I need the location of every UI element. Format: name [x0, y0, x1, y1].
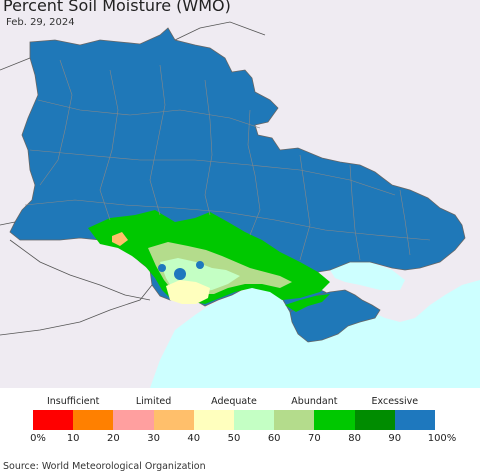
legend-swatch	[193, 410, 235, 430]
legend-tick-label: 70	[308, 433, 321, 444]
legend-swatch	[234, 410, 275, 430]
legend-ticks: 0% 10 20 30 40 50 60 70 80 90 100%	[0, 433, 480, 445]
sea-of-azov	[330, 262, 405, 290]
wet-spot-2	[158, 264, 166, 272]
source-credit: Source: World Meteorological Organizatio…	[3, 461, 206, 472]
oblast-borders	[24, 59, 431, 261]
dry-zone	[166, 280, 210, 304]
legend-swatch	[113, 410, 154, 430]
legend-color-bar	[33, 410, 436, 430]
legend-swatch	[274, 410, 315, 430]
orange-patch	[112, 232, 128, 246]
legend-tick-label: 60	[267, 433, 281, 444]
legend-tick-label: 100%	[427, 433, 457, 444]
legend-swatch	[33, 410, 74, 430]
legend-category-label: Adequate	[211, 396, 257, 407]
legend-swatch	[73, 410, 114, 430]
legend-tick-label: 0%	[30, 433, 46, 444]
legend-tick-label: 90	[388, 433, 402, 444]
legend-categories: Insufficient Limited Adequate Abundant Exces…	[0, 396, 480, 408]
legend-tick-label: 30	[147, 433, 160, 444]
legend-swatch	[153, 410, 194, 430]
legend-category-label: Insufficient	[46, 396, 100, 407]
legend-tick-label: 40	[187, 433, 201, 444]
crimea-north-green	[285, 294, 330, 312]
wet-spot-1	[174, 268, 186, 280]
legend-swatch	[354, 410, 395, 430]
legend-tick-label: 10	[66, 433, 80, 444]
legend-swatch	[314, 410, 355, 430]
map-date: Feb. 29, 2024	[6, 17, 75, 28]
legend-tick-label: 50	[227, 433, 241, 444]
soil-moisture-map	[0, 0, 480, 388]
map-title: Percent Soil Moisture (WMO)	[3, 0, 231, 15]
legend-category-label: Abundant	[291, 396, 338, 407]
legend-category-label: Excessive	[371, 396, 419, 407]
legend-tick-label: 80	[348, 433, 361, 444]
legend-tick-label: 20	[107, 433, 120, 444]
legend-swatch	[394, 410, 436, 430]
wet-spot-3	[196, 261, 204, 269]
country-borders	[0, 21, 266, 336]
legend-category-label: Limited	[135, 396, 172, 407]
